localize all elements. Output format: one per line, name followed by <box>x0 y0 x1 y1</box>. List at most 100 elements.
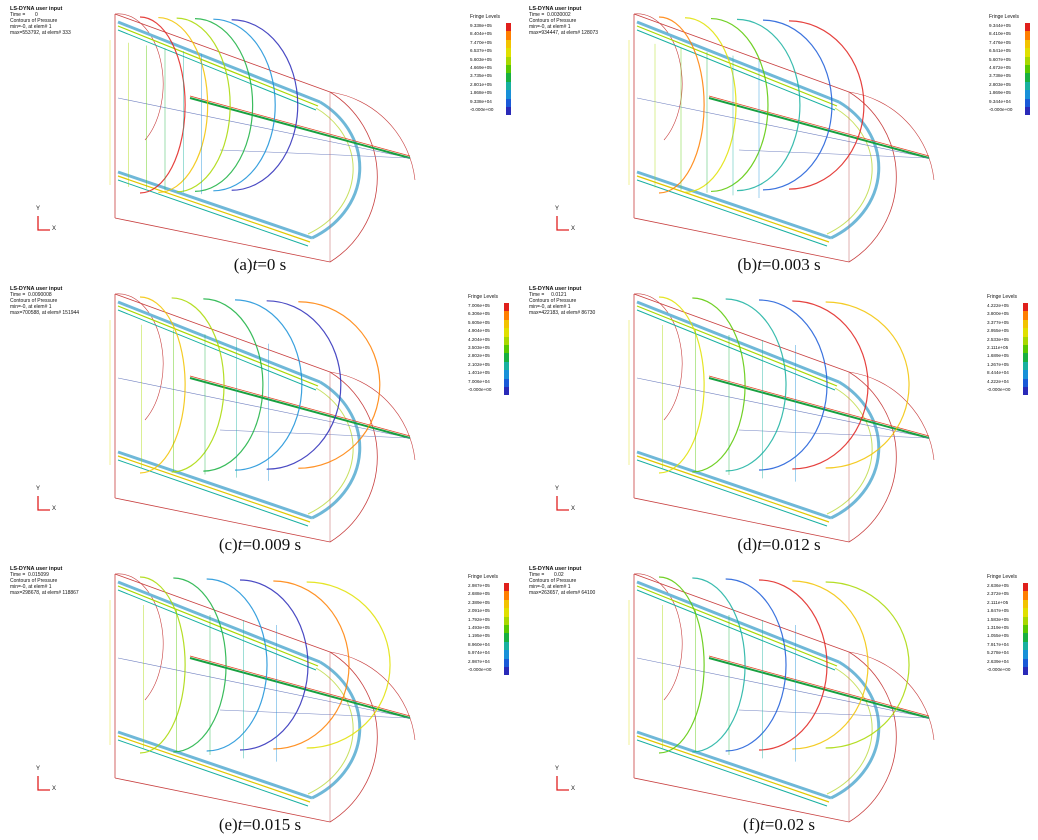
lining-band <box>636 450 832 520</box>
legend-swatch <box>504 658 509 667</box>
legend-swatch <box>504 650 509 659</box>
pressure-wave-ring <box>273 580 350 750</box>
outer-frame <box>633 13 897 263</box>
legend-level-value: 1.195e+05 <box>468 633 490 639</box>
end-lining-inner <box>307 107 354 235</box>
lining-band <box>636 179 828 247</box>
legend-level-value: 2.389e+05 <box>468 599 490 605</box>
fringe-legend: Fringe Levels 2.987e+05 2.688e+05 2.389e+05… <box>468 574 516 676</box>
legend-level-value: 4.669e+05 <box>470 64 492 70</box>
legend-row: 2.639e+04 <box>987 658 1035 667</box>
run-header: LS-DYNA user input Time = 0.0121 Contours … <box>529 286 595 316</box>
legend-level-value: 7.476e+05 <box>989 39 1011 45</box>
legend-level-value: 1.868e+05 <box>470 90 492 96</box>
header-line: min=-0, at elem# 1 <box>529 24 571 30</box>
legend-row: 3.503e+05 <box>468 344 516 354</box>
legend-row: 7.917e+04 <box>987 641 1035 651</box>
legend-title: Fringe Levels <box>470 14 501 20</box>
legend-level-value: 2.636e+05 <box>987 583 1009 588</box>
legend-level-value: 1.847e+05 <box>987 608 1009 614</box>
legend-level-value: 2.801e+05 <box>470 81 492 87</box>
legend-swatch <box>1023 370 1028 379</box>
axis-beam-top <box>189 95 411 157</box>
tunnel-model-drawing <box>109 13 416 263</box>
legend-level-value: 3.503e+05 <box>468 344 490 350</box>
legend-row: 6.537e+05 <box>470 48 518 57</box>
run-header: LS-DYNA user input Time = 0.0030002 Contou… <box>529 6 598 36</box>
legend-row: 2.803e+05 <box>989 81 1037 91</box>
legend-swatch <box>1023 336 1028 345</box>
axis-label-y: Y <box>555 206 560 212</box>
legend-level-value: 1.869e+05 <box>989 90 1011 96</box>
axis-label-x: X <box>571 506 576 512</box>
axis-beam-top <box>708 655 930 717</box>
lining-band <box>117 170 313 240</box>
legend-row: 2.111e+05 <box>987 599 1035 609</box>
legend-row: 2.688e+05 <box>468 591 516 600</box>
header-line: Time = 0.0121 <box>529 292 567 298</box>
legend-row: 7.006e+04 <box>468 378 516 387</box>
legend-row: 2.987e+04 <box>468 658 516 667</box>
legend-swatch <box>506 23 511 32</box>
legend-row: 8.404e+05 <box>470 31 518 40</box>
center-line <box>636 657 930 719</box>
legend-level-value: 6.537e+05 <box>470 48 492 54</box>
axis-triad <box>553 494 573 514</box>
legend-swatch <box>504 583 509 592</box>
legend-swatch <box>504 328 509 337</box>
legend-row: -0.000e+00 <box>468 666 516 676</box>
legend-row: 2.102e+05 <box>468 361 516 371</box>
legend-row: 1.792e+05 <box>468 616 516 625</box>
frame-end-arc <box>329 371 416 461</box>
legend-swatch <box>1025 90 1030 99</box>
caption-value: =0.015 s <box>242 815 302 834</box>
pressure-wave-ring <box>158 16 209 194</box>
legend-level-value: 8.404e+05 <box>470 31 492 37</box>
legend-row: 2.091e+05 <box>468 608 516 617</box>
legend-swatch <box>1023 319 1028 329</box>
legend-row: 2.802e+05 <box>468 353 516 362</box>
legend-row: 3.735e+05 <box>470 73 518 82</box>
legend-swatch <box>504 370 509 379</box>
axis-beam <box>708 657 930 719</box>
legend-row: 7.006e+05 <box>468 303 516 312</box>
fringe-legend: Fringe Levels 9.344e+05 8.410e+05 7.476e+05… <box>989 14 1037 116</box>
panel-caption: (d)t=0.012 s <box>679 535 879 555</box>
outer-frame <box>114 293 378 543</box>
legend-level-value: 2.803e+05 <box>989 81 1011 87</box>
header-line: LS-DYNA user input <box>10 566 63 572</box>
legend-level-value: 5.974e+04 <box>468 650 490 656</box>
legend-level-value: 1.267e+05 <box>987 361 1009 367</box>
lining-band <box>636 309 836 391</box>
end-lining-inner <box>307 387 354 515</box>
legend-row: 8.960e+04 <box>468 641 516 651</box>
legend-row: 9.344e+04 <box>989 98 1037 107</box>
axis-triad-icon <box>37 776 50 791</box>
axis-label-x: X <box>571 226 576 232</box>
legend-level-value: 5.603e+05 <box>470 56 492 62</box>
legend-row: -0.000e+00 <box>468 386 516 396</box>
legend-level-value: -0.000e+00 <box>468 666 492 672</box>
caption-label: (d) <box>737 535 758 554</box>
legend-row: 4.222e+04 <box>987 378 1035 387</box>
legend-row: 1.267e+05 <box>987 361 1035 371</box>
legend-row: 2.111e+05 <box>987 344 1035 354</box>
axis-label-y: Y <box>555 486 560 492</box>
lining-band <box>636 589 836 671</box>
legend-row: 3.800e+05 <box>987 311 1035 320</box>
legend-level-value: 6.306e+05 <box>468 311 490 317</box>
legend-row: 1.689e+05 <box>987 353 1035 362</box>
header-line: LS-DYNA user input <box>529 566 582 572</box>
legend-swatch <box>504 344 509 354</box>
lining-band <box>636 735 830 803</box>
pressure-wave-ring <box>139 296 186 474</box>
legend-swatch <box>506 73 511 82</box>
pressure-wave-ring <box>176 17 231 193</box>
legend-swatch <box>504 599 509 609</box>
run-header: LS-DYNA user input Time = 0 Contours of Pr… <box>10 6 71 36</box>
legend-level-value: -0.000e+00 <box>987 386 1011 392</box>
pressure-wave-ring <box>171 297 225 473</box>
panel-caption: (a)t=0 s <box>160 255 360 275</box>
pressure-wave-ring <box>234 299 303 471</box>
tunnel-model-drawing <box>628 13 935 263</box>
